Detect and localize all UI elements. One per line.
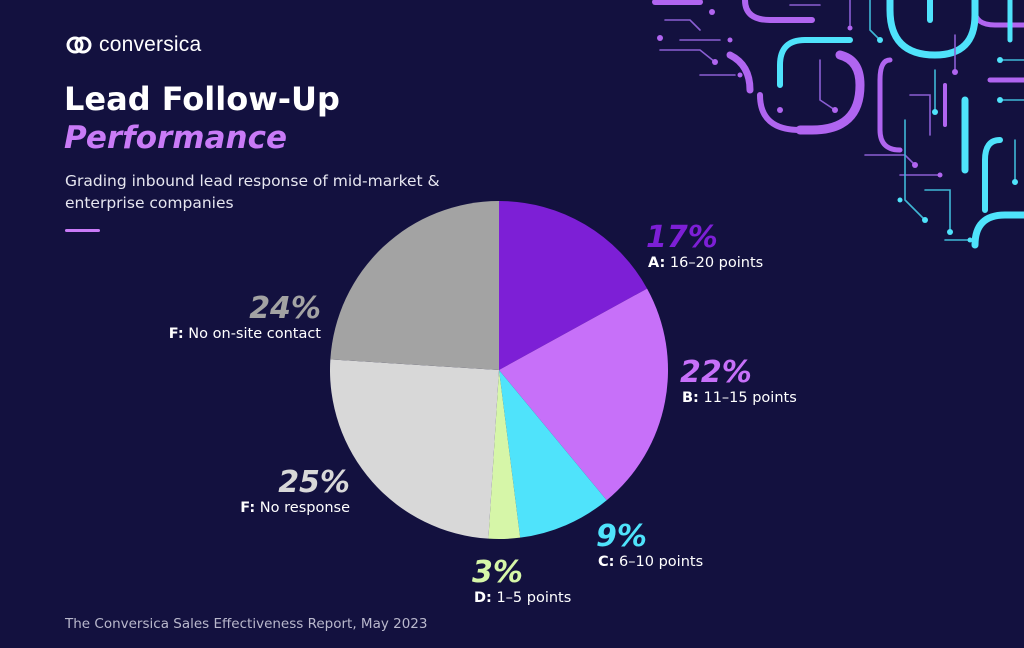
slice-range: 1–5 points (492, 590, 571, 606)
page-subtitle: Grading inbound lead response of mid-mar… (65, 172, 440, 212)
brand-name: conversica (99, 33, 202, 56)
slice-category-label: D: 1–5 points (474, 590, 571, 606)
slice-percent-label: 3% (472, 555, 523, 590)
page-title-highlight: Performance (64, 120, 287, 156)
slice-range: 11–15 points (699, 390, 797, 406)
source-footer: The Conversica Sales Effectiveness Repor… (65, 616, 428, 632)
slice-grade: F: (240, 500, 255, 516)
slice-category-label: C: 6–10 points (598, 554, 703, 570)
slice-percent-label: 22% (680, 355, 752, 390)
slice-range: 6–10 points (614, 554, 703, 570)
slice-percent-label: 24% (249, 291, 321, 326)
slice-category-label: B: 11–15 points (682, 390, 797, 406)
page-title: Lead Follow-Up (64, 80, 340, 118)
pie-slice-2 (499, 288, 669, 501)
slice-percent-label: 9% (596, 519, 647, 554)
slice-range: No on-site contact (184, 326, 322, 342)
slice-range: 16–20 points (665, 255, 763, 271)
slice-category-label: F: No on-site contact (169, 326, 322, 342)
slice-range: No response (255, 500, 350, 516)
slice-grade: F: (169, 326, 184, 342)
pie-slice-3 (499, 370, 607, 538)
slice-category-label: F: No response (240, 500, 350, 516)
pie-slice-1 (499, 201, 648, 370)
slice-grade: D: (474, 590, 492, 606)
slice-grade: B: (682, 390, 699, 406)
slice-percent-label: 17% (646, 220, 718, 255)
accent-divider (65, 229, 100, 232)
pie-slice-6 (330, 201, 499, 370)
chain-link-icon (66, 36, 92, 54)
pie-slice-5 (329, 359, 499, 539)
brand-logo: conversica (66, 33, 201, 57)
slice-category-label: A: 16–20 points (648, 255, 763, 271)
slice-percent-label: 25% (278, 465, 350, 500)
pie-slice-4 (488, 370, 521, 540)
slice-grade: C: (598, 554, 614, 570)
slice-grade: A: (648, 255, 665, 271)
